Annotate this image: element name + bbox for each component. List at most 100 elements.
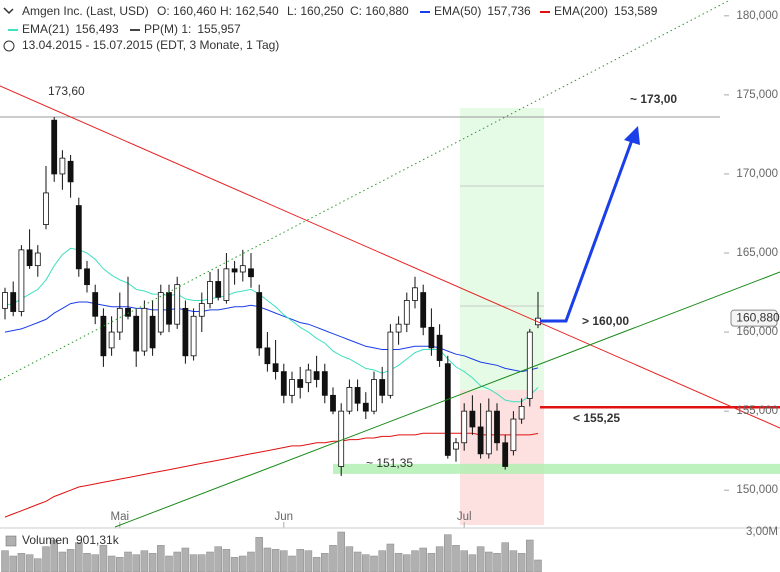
- volume-bar: [42, 546, 50, 572]
- ema-line: [4, 301, 539, 373]
- candle-body: [477, 426, 484, 455]
- candle-body: [354, 387, 361, 404]
- volume-bar: [247, 551, 255, 572]
- candle-body: [362, 402, 369, 412]
- candle-body: [379, 379, 386, 396]
- candle-body: [510, 418, 517, 452]
- ema-line: [4, 247, 539, 403]
- volume-bar: [255, 537, 263, 572]
- candle-body: [371, 379, 377, 412]
- volume-bar: [468, 554, 477, 572]
- volume-bar: [83, 553, 91, 572]
- candle-body: [190, 315, 197, 357]
- candle-body: [116, 307, 123, 333]
- volume-bar: [517, 553, 526, 572]
- volume-swatch: [5, 535, 17, 547]
- candle-body: [395, 323, 402, 333]
- legend-value: 155,957: [197, 22, 241, 36]
- candle-body: [133, 315, 140, 352]
- volume-bar: [509, 550, 518, 572]
- candle-body: [444, 363, 451, 456]
- candle-body: [518, 406, 525, 420]
- candle-body: [436, 334, 443, 361]
- candle-body: [453, 442, 459, 450]
- support-band: [333, 463, 780, 474]
- candle-body: [223, 268, 230, 301]
- volume-bar: [99, 545, 108, 572]
- candle-body: [84, 268, 90, 286]
- x-tick-label: Jun: [275, 511, 294, 523]
- ohlc-value: C: 160,880: [350, 4, 409, 18]
- volume-bar: [337, 531, 345, 572]
- candle-body: [2, 292, 8, 309]
- drawings: [0, 0, 780, 528]
- candle-body: [264, 347, 271, 365]
- volume-bar: [444, 534, 452, 572]
- legend-value: 157,736: [487, 4, 531, 18]
- candle-body: [207, 281, 213, 305]
- ohlc-value: H: 162,540: [220, 4, 279, 18]
- volume-bar: [75, 542, 83, 572]
- candle-body: [215, 281, 222, 298]
- candle-body: [321, 371, 328, 396]
- candle-body: [34, 252, 41, 267]
- legend-name: EMA(50): [434, 4, 481, 18]
- candle-body: [526, 331, 533, 399]
- volume-bar: [394, 553, 403, 572]
- legend-value: 156,493: [75, 22, 119, 36]
- volume-bar: [189, 554, 198, 572]
- volume-bar: [263, 547, 272, 572]
- candle-body: [166, 292, 172, 325]
- candle-body: [141, 307, 148, 352]
- y-tick-label: 165,000: [736, 247, 778, 259]
- volume-bar: [460, 550, 468, 572]
- volume-value: 901,31k: [76, 533, 120, 547]
- volume-bar: [271, 549, 280, 572]
- volume-bar: [25, 554, 34, 572]
- annotation: ~ 173,00: [630, 92, 677, 106]
- candle-body: [26, 249, 33, 267]
- resistance-trendline: [0, 85, 780, 429]
- volume-bar: [173, 551, 181, 572]
- volume-bar: [452, 545, 460, 572]
- header: Amgen Inc. (Last, USD) 13.04.2015 - 15.0…: [3, 4, 658, 52]
- candle-body: [338, 410, 345, 467]
- candle-body: [92, 292, 99, 317]
- candle-body: [100, 315, 107, 357]
- volume-bar: [165, 555, 173, 572]
- candle-body: [280, 371, 287, 396]
- volume-bar: [386, 543, 395, 572]
- volume-bar: [34, 558, 42, 572]
- candle-body: [182, 307, 189, 357]
- volume-bar: [329, 545, 337, 572]
- candle-body: [256, 292, 263, 349]
- candle-body: [231, 268, 238, 273]
- volume-bar: [17, 553, 26, 572]
- ohlc-value: O: 160,460: [157, 4, 217, 18]
- candle-body: [502, 442, 509, 467]
- candle-body: [75, 205, 82, 270]
- candle-body: [469, 410, 476, 428]
- volume-bar: [419, 547, 427, 572]
- price-tag: [730, 309, 778, 327]
- date-range: 13.04.2015 - 15.07.2015 (EDT, 3 Monate, …: [22, 38, 279, 52]
- volume-bar: [280, 550, 288, 572]
- volume-bar: [493, 553, 501, 572]
- volume-bar: [345, 546, 354, 572]
- candle-body: [18, 249, 25, 312]
- volume-bar: [362, 554, 370, 572]
- volume-bar: [239, 555, 247, 572]
- candle-body: [239, 265, 246, 273]
- volume-bar: [157, 545, 165, 572]
- y-tick-label: 155,000: [736, 405, 778, 417]
- y-tick-label: 170,000: [736, 168, 778, 180]
- volume-bar: [288, 555, 296, 572]
- volume-bar: [181, 547, 190, 572]
- candle-body: [330, 394, 336, 412]
- candle-body: [108, 331, 115, 349]
- candle-body: [387, 331, 394, 396]
- volume-bar: [378, 550, 386, 572]
- y-tick-label: 160,000: [736, 326, 778, 338]
- candle-body: [461, 410, 468, 444]
